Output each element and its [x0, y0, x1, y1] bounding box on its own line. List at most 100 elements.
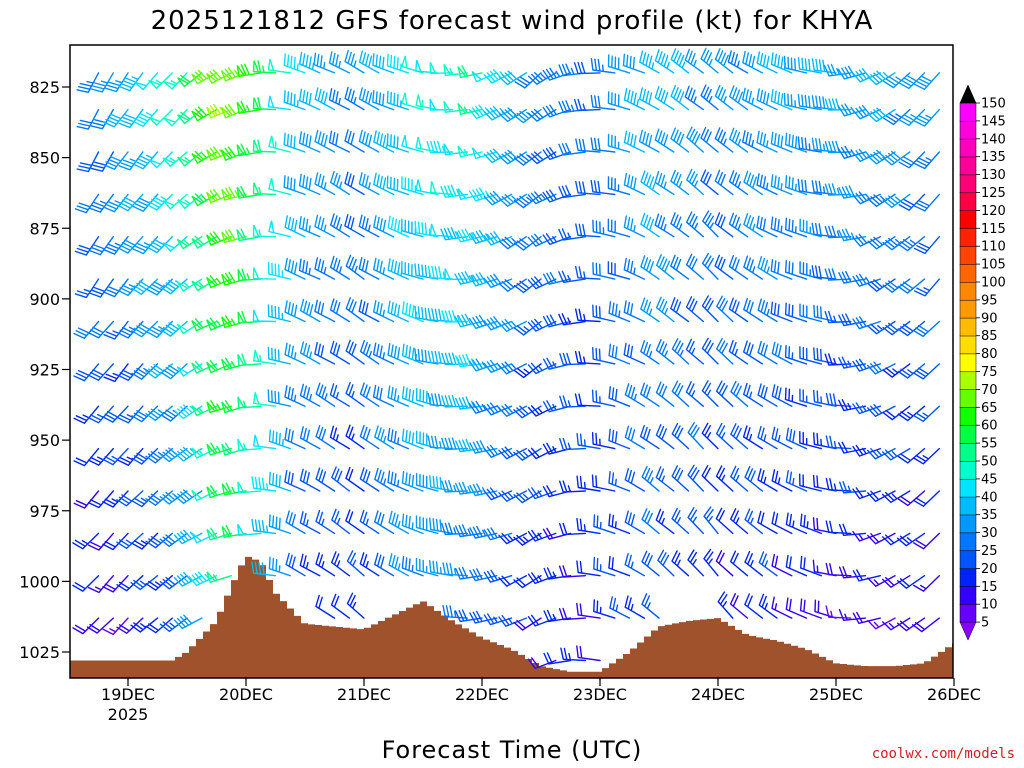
wind-barb [441, 437, 468, 451]
wind-barb [498, 107, 527, 122]
wind-barb [401, 513, 424, 535]
wind-barb [641, 593, 660, 619]
y-tick-label: 850 [29, 149, 60, 168]
wind-barb [268, 471, 291, 492]
colorbar-swatch [959, 442, 977, 462]
wind-barb [575, 223, 601, 238]
wind-barb [331, 508, 350, 535]
wind-barb [358, 299, 380, 323]
wind-barb [298, 258, 321, 280]
wind-barb [743, 297, 763, 323]
wind-barb [543, 609, 572, 623]
y-tick-label: 1025 [19, 643, 60, 662]
wind-barb [118, 108, 144, 129]
wind-barb [852, 233, 881, 247]
wind-barb [299, 51, 321, 74]
colorbar-label: 135 [981, 150, 1006, 165]
wind-barb [315, 509, 336, 535]
wind-barb [191, 278, 218, 292]
wind-barb [102, 447, 129, 466]
wind-barb [852, 68, 881, 83]
wind-barb [576, 475, 601, 492]
wind-barb [373, 257, 395, 280]
wind-barb [206, 231, 232, 246]
wind-barb [686, 168, 704, 196]
wind-barb [401, 218, 424, 238]
wind-barb [206, 275, 232, 289]
wind-barb [237, 524, 262, 536]
wind-barb [314, 172, 336, 196]
wind-barb [655, 296, 675, 323]
wind-barb [640, 297, 660, 323]
wind-barb [654, 213, 675, 238]
wind-barb [359, 382, 380, 407]
wind-barb [771, 511, 793, 535]
wind-barb [714, 169, 734, 196]
wind-barb [236, 63, 262, 77]
wind-barb [441, 352, 468, 366]
wind-barb [457, 145, 483, 158]
wind-barb [527, 233, 557, 247]
wind-barb [513, 320, 542, 336]
colorbar-label: 5 [981, 616, 989, 631]
wind-barb [237, 268, 262, 282]
wind-barb [429, 517, 454, 535]
wind-barb [542, 314, 572, 328]
wind-barb [267, 261, 291, 280]
wind-barb [455, 396, 483, 410]
wind-barb [882, 150, 911, 166]
wind-barb [771, 384, 793, 407]
wind-barb [415, 473, 439, 492]
wind-barb [252, 139, 277, 153]
wind-barb [237, 439, 262, 452]
wind-barb [344, 129, 365, 153]
colorbar-label: 15 [981, 580, 998, 595]
wind-barb [700, 84, 719, 111]
credit-link[interactable]: coolwx.com/models [872, 746, 1015, 762]
wind-barb [74, 193, 100, 214]
y-tick-label: 925 [29, 361, 60, 380]
wind-barb [102, 575, 129, 593]
wind-barb [657, 549, 675, 577]
wind-barb [206, 188, 232, 204]
wind-barb [715, 380, 734, 407]
wind-barb [191, 532, 218, 544]
wind-barb [298, 131, 321, 153]
wind-barb [701, 295, 719, 323]
colorbar-swatch [959, 353, 977, 373]
wind-barb [797, 136, 822, 153]
wind-barb [401, 135, 424, 153]
wind-barb [284, 257, 306, 280]
wind-barb [440, 227, 468, 241]
wind-barb [685, 253, 704, 280]
colorbar-label: 130 [981, 168, 1006, 183]
wind-barb [824, 140, 852, 154]
wind-barb [799, 261, 822, 280]
colorbar-swatch [959, 192, 977, 211]
wind-barb [882, 193, 911, 208]
wind-barb [590, 179, 616, 196]
wind-barb [912, 490, 940, 507]
wind-barb [896, 532, 926, 547]
wind-barb [758, 593, 778, 619]
wind-barb [220, 67, 247, 82]
wind-barb [686, 126, 704, 153]
wind-barb [823, 63, 852, 77]
wind-barb [76, 108, 100, 130]
colorbar-swatch [959, 496, 977, 516]
wind-barb [268, 135, 291, 153]
wind-barb [414, 348, 439, 365]
wind-barb [345, 339, 365, 365]
wind-barb [785, 554, 808, 577]
wind-barb [513, 490, 542, 504]
wind-barb [558, 142, 586, 156]
wind-barb [251, 518, 277, 535]
colorbar-swatch [959, 424, 977, 444]
wind-barb [344, 171, 365, 196]
wind-barb [90, 108, 114, 130]
wind-barb [771, 554, 793, 577]
wind-barb [454, 313, 483, 328]
wind-barb [252, 309, 277, 323]
wind-barb [527, 191, 557, 205]
